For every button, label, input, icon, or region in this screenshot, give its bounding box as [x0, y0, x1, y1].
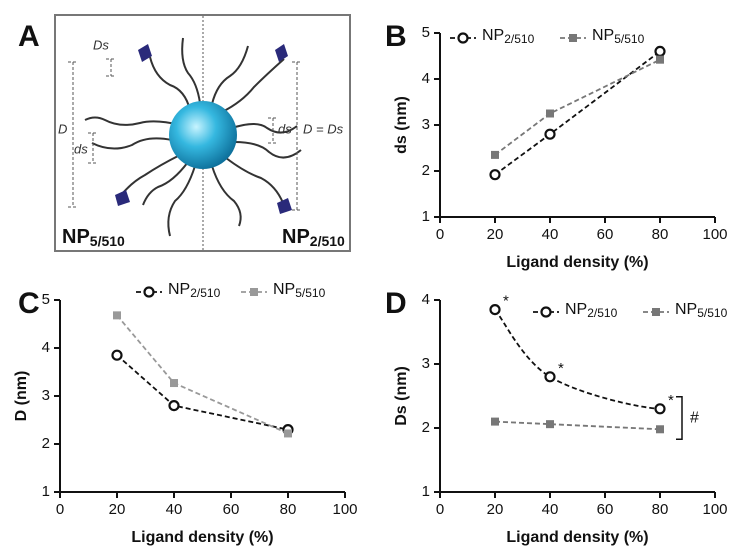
- x-axis-title: Ligand density (%): [506, 254, 648, 271]
- legend-marker: [652, 308, 660, 316]
- x-tick-label: 0: [56, 501, 64, 518]
- panel-a: A: [18, 14, 351, 252]
- legend-marker: [250, 288, 258, 296]
- x-tick-label: 100: [332, 501, 357, 518]
- dimension-lines: [68, 58, 302, 211]
- point: [113, 311, 121, 320]
- ligand-heads: [115, 44, 292, 214]
- legend-label: NP5/510: [273, 281, 326, 300]
- y-tick-label: 3: [42, 387, 50, 404]
- point: [489, 304, 501, 316]
- y-tick-label: 4: [422, 70, 430, 87]
- legend-marker: [569, 34, 577, 42]
- y-tick-label: 1: [422, 483, 430, 500]
- series-line: [116, 314, 289, 435]
- y-tick-label: 4: [422, 291, 430, 308]
- significance-bracket: [676, 396, 683, 441]
- dim-label: D = Ds: [303, 121, 344, 136]
- legend-label: NP5/510: [592, 27, 645, 46]
- point: [656, 55, 664, 64]
- x-tick-label: 20: [487, 226, 504, 243]
- series-line: [116, 354, 289, 431]
- panel-label: D: [385, 287, 407, 320]
- x-axis-title: Ligand density (%): [506, 529, 648, 546]
- x-tick-label: 60: [223, 501, 240, 518]
- point: [170, 379, 178, 388]
- nanoparticle: [169, 101, 237, 169]
- point-annotation: *: [558, 360, 564, 377]
- y-tick-label: 1: [42, 483, 50, 500]
- x-tick-label: 80: [652, 226, 669, 243]
- x-axis-title: Ligand density (%): [131, 529, 273, 546]
- legend-marker: [540, 306, 552, 318]
- point: [489, 169, 501, 181]
- series-line: [494, 309, 661, 410]
- x-tick-label: 0: [436, 501, 444, 518]
- point: [284, 429, 292, 438]
- y-tick-label: 2: [42, 435, 50, 452]
- x-tick-label: 0: [436, 226, 444, 243]
- dim-label: D: [58, 121, 67, 136]
- legend-label: NP2/510: [482, 27, 535, 46]
- x-tick-label: 40: [542, 226, 559, 243]
- legend-marker: [457, 32, 469, 44]
- point: [654, 45, 666, 58]
- significance-label: #: [690, 409, 699, 426]
- dim-label: ds: [74, 141, 88, 156]
- point: [491, 417, 499, 426]
- x-tick-label: 20: [487, 501, 504, 518]
- y-tick-label: 2: [422, 162, 430, 179]
- x-tick-label: 60: [597, 501, 614, 518]
- x-tick-label: 100: [702, 501, 727, 518]
- point: [546, 109, 554, 118]
- y-tick-label: 5: [42, 291, 50, 308]
- legend-label: NP2/510: [168, 281, 221, 300]
- series-line: [494, 420, 661, 431]
- panel-label: B: [385, 20, 407, 53]
- legend-label: NP2/510: [565, 301, 618, 320]
- ligands: [84, 37, 302, 237]
- y-axis-title: ds (nm): [393, 96, 410, 154]
- point: [656, 425, 664, 434]
- point: [654, 403, 666, 415]
- panel-label: C: [18, 287, 40, 320]
- x-tick-label: 40: [166, 501, 183, 518]
- x-tick-label: 80: [280, 501, 297, 518]
- point: [491, 150, 499, 159]
- x-tick-label: 60: [597, 226, 614, 243]
- legend-marker: [143, 286, 155, 298]
- dim-label: ds: [278, 121, 292, 136]
- point-annotation: *: [668, 392, 674, 409]
- panel-label: A: [18, 20, 40, 53]
- x-tick-label: 40: [542, 501, 559, 518]
- point: [168, 400, 180, 412]
- x-tick-label: 100: [702, 226, 727, 243]
- y-tick-label: 5: [422, 24, 430, 41]
- y-tick-label: 3: [422, 355, 430, 372]
- x-tick-label: 80: [652, 501, 669, 518]
- x-tick-label: 20: [109, 501, 126, 518]
- y-tick-label: 1: [422, 208, 430, 225]
- np-label: NP5/510: [62, 226, 125, 248]
- y-tick-label: 4: [42, 339, 50, 356]
- series-line: [494, 58, 661, 156]
- np-label: NP2/510: [282, 226, 345, 248]
- y-tick-label: 2: [422, 419, 430, 436]
- y-axis-title: D (nm): [13, 371, 30, 422]
- dim-label: Ds: [93, 37, 109, 52]
- legend-label: NP5/510: [675, 301, 728, 320]
- y-tick-label: 3: [422, 116, 430, 133]
- point: [544, 128, 556, 140]
- point: [111, 349, 123, 361]
- point: [544, 371, 556, 383]
- point-annotation: *: [503, 293, 509, 310]
- y-axis-title: Ds (nm): [393, 366, 410, 426]
- point: [546, 420, 554, 429]
- series-line: [494, 50, 661, 176]
